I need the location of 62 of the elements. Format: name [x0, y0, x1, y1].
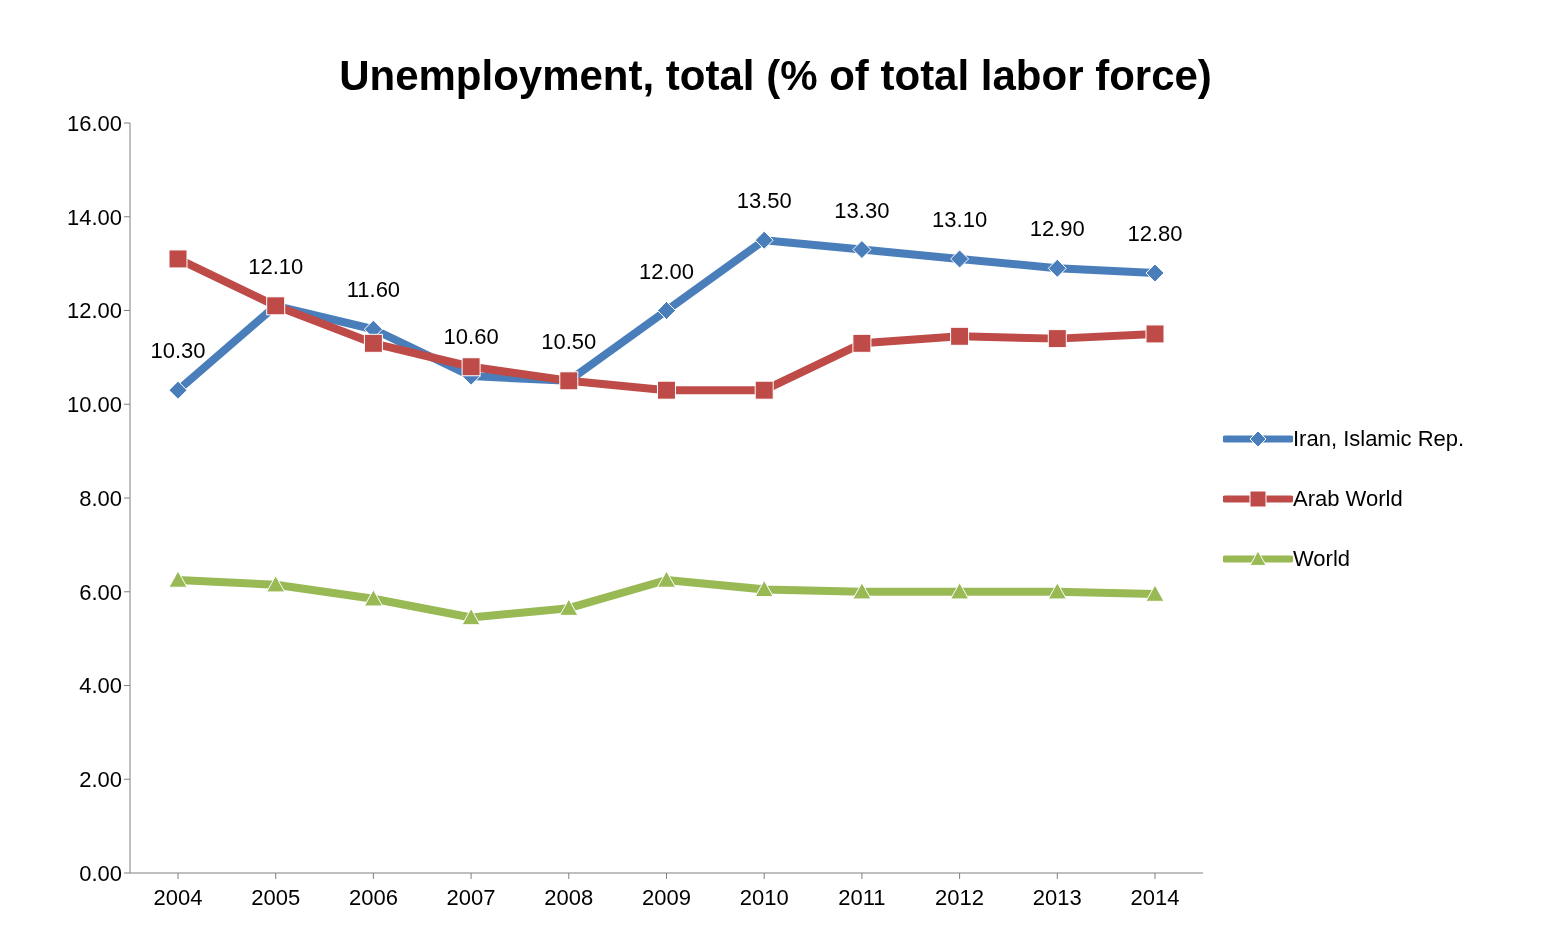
point — [559, 598, 579, 616]
point — [168, 570, 188, 588]
data-label: 11.60 — [346, 277, 401, 303]
data-label: 10.30 — [150, 338, 206, 364]
data-label: 13.10 — [932, 206, 988, 232]
x-tick-label: 2005 — [251, 884, 301, 910]
x-tick-label: 2008 — [544, 884, 594, 910]
data-label: 13.50 — [736, 188, 792, 214]
point — [754, 230, 774, 250]
point — [168, 249, 188, 269]
point — [363, 589, 383, 607]
data-label: 10.60 — [443, 324, 499, 350]
point — [950, 582, 970, 600]
point — [754, 579, 774, 598]
y-tick-label: 8.00 — [79, 485, 122, 511]
point — [950, 249, 970, 269]
point — [1047, 582, 1067, 600]
y-tick-label: 14.00 — [66, 204, 122, 230]
data-label: 12.00 — [638, 258, 695, 284]
x-tick-label: 2004 — [153, 884, 203, 910]
data-label: 12.10 — [248, 253, 304, 279]
y-tick-label: 2.00 — [79, 767, 122, 793]
point — [461, 608, 481, 626]
x-tick-label: 2011 — [838, 884, 886, 910]
x-tick-label: 2012 — [935, 884, 985, 910]
y-tick-label: 10.00 — [66, 392, 122, 418]
point — [754, 380, 774, 400]
legend-label: World — [1293, 545, 1351, 572]
x-tick-label: 2014 — [1130, 884, 1180, 910]
x-tick-label: 2013 — [1032, 884, 1082, 910]
point — [657, 570, 676, 588]
point — [1145, 324, 1165, 344]
point — [852, 582, 872, 600]
data-label: 12.90 — [1029, 216, 1085, 242]
chart-title: Unemployment, total (% of total labor force) — [338, 51, 1213, 99]
data-label: 10.50 — [541, 328, 597, 354]
point — [363, 333, 383, 353]
point — [852, 240, 872, 260]
point — [950, 326, 970, 346]
point — [1047, 329, 1067, 349]
y-tick-label: 4.00 — [79, 673, 122, 699]
y-tick-label: 16.00 — [66, 110, 122, 136]
point — [266, 575, 286, 593]
x-tick-label: 2009 — [642, 884, 691, 910]
point — [1145, 263, 1165, 283]
y-tick-label: 12.00 — [66, 298, 122, 324]
point — [1145, 584, 1165, 602]
y-tick-label: 0.00 — [79, 860, 122, 886]
y-tick-label: 6.00 — [79, 579, 122, 605]
x-tick-label: 2006 — [348, 884, 398, 910]
data-label: 13.30 — [834, 197, 890, 223]
point — [657, 301, 676, 320]
x-tick-label: 2007 — [446, 884, 496, 910]
point — [657, 380, 676, 400]
x-tick-label: 2010 — [739, 884, 789, 910]
point — [852, 333, 872, 353]
point — [168, 380, 188, 400]
legend-label: Iran, Islamic Rep. — [1293, 425, 1465, 452]
point — [1047, 258, 1067, 278]
data-label: 12.80 — [1127, 221, 1183, 246]
point — [461, 357, 481, 377]
legend-label: Arab World — [1293, 485, 1403, 512]
